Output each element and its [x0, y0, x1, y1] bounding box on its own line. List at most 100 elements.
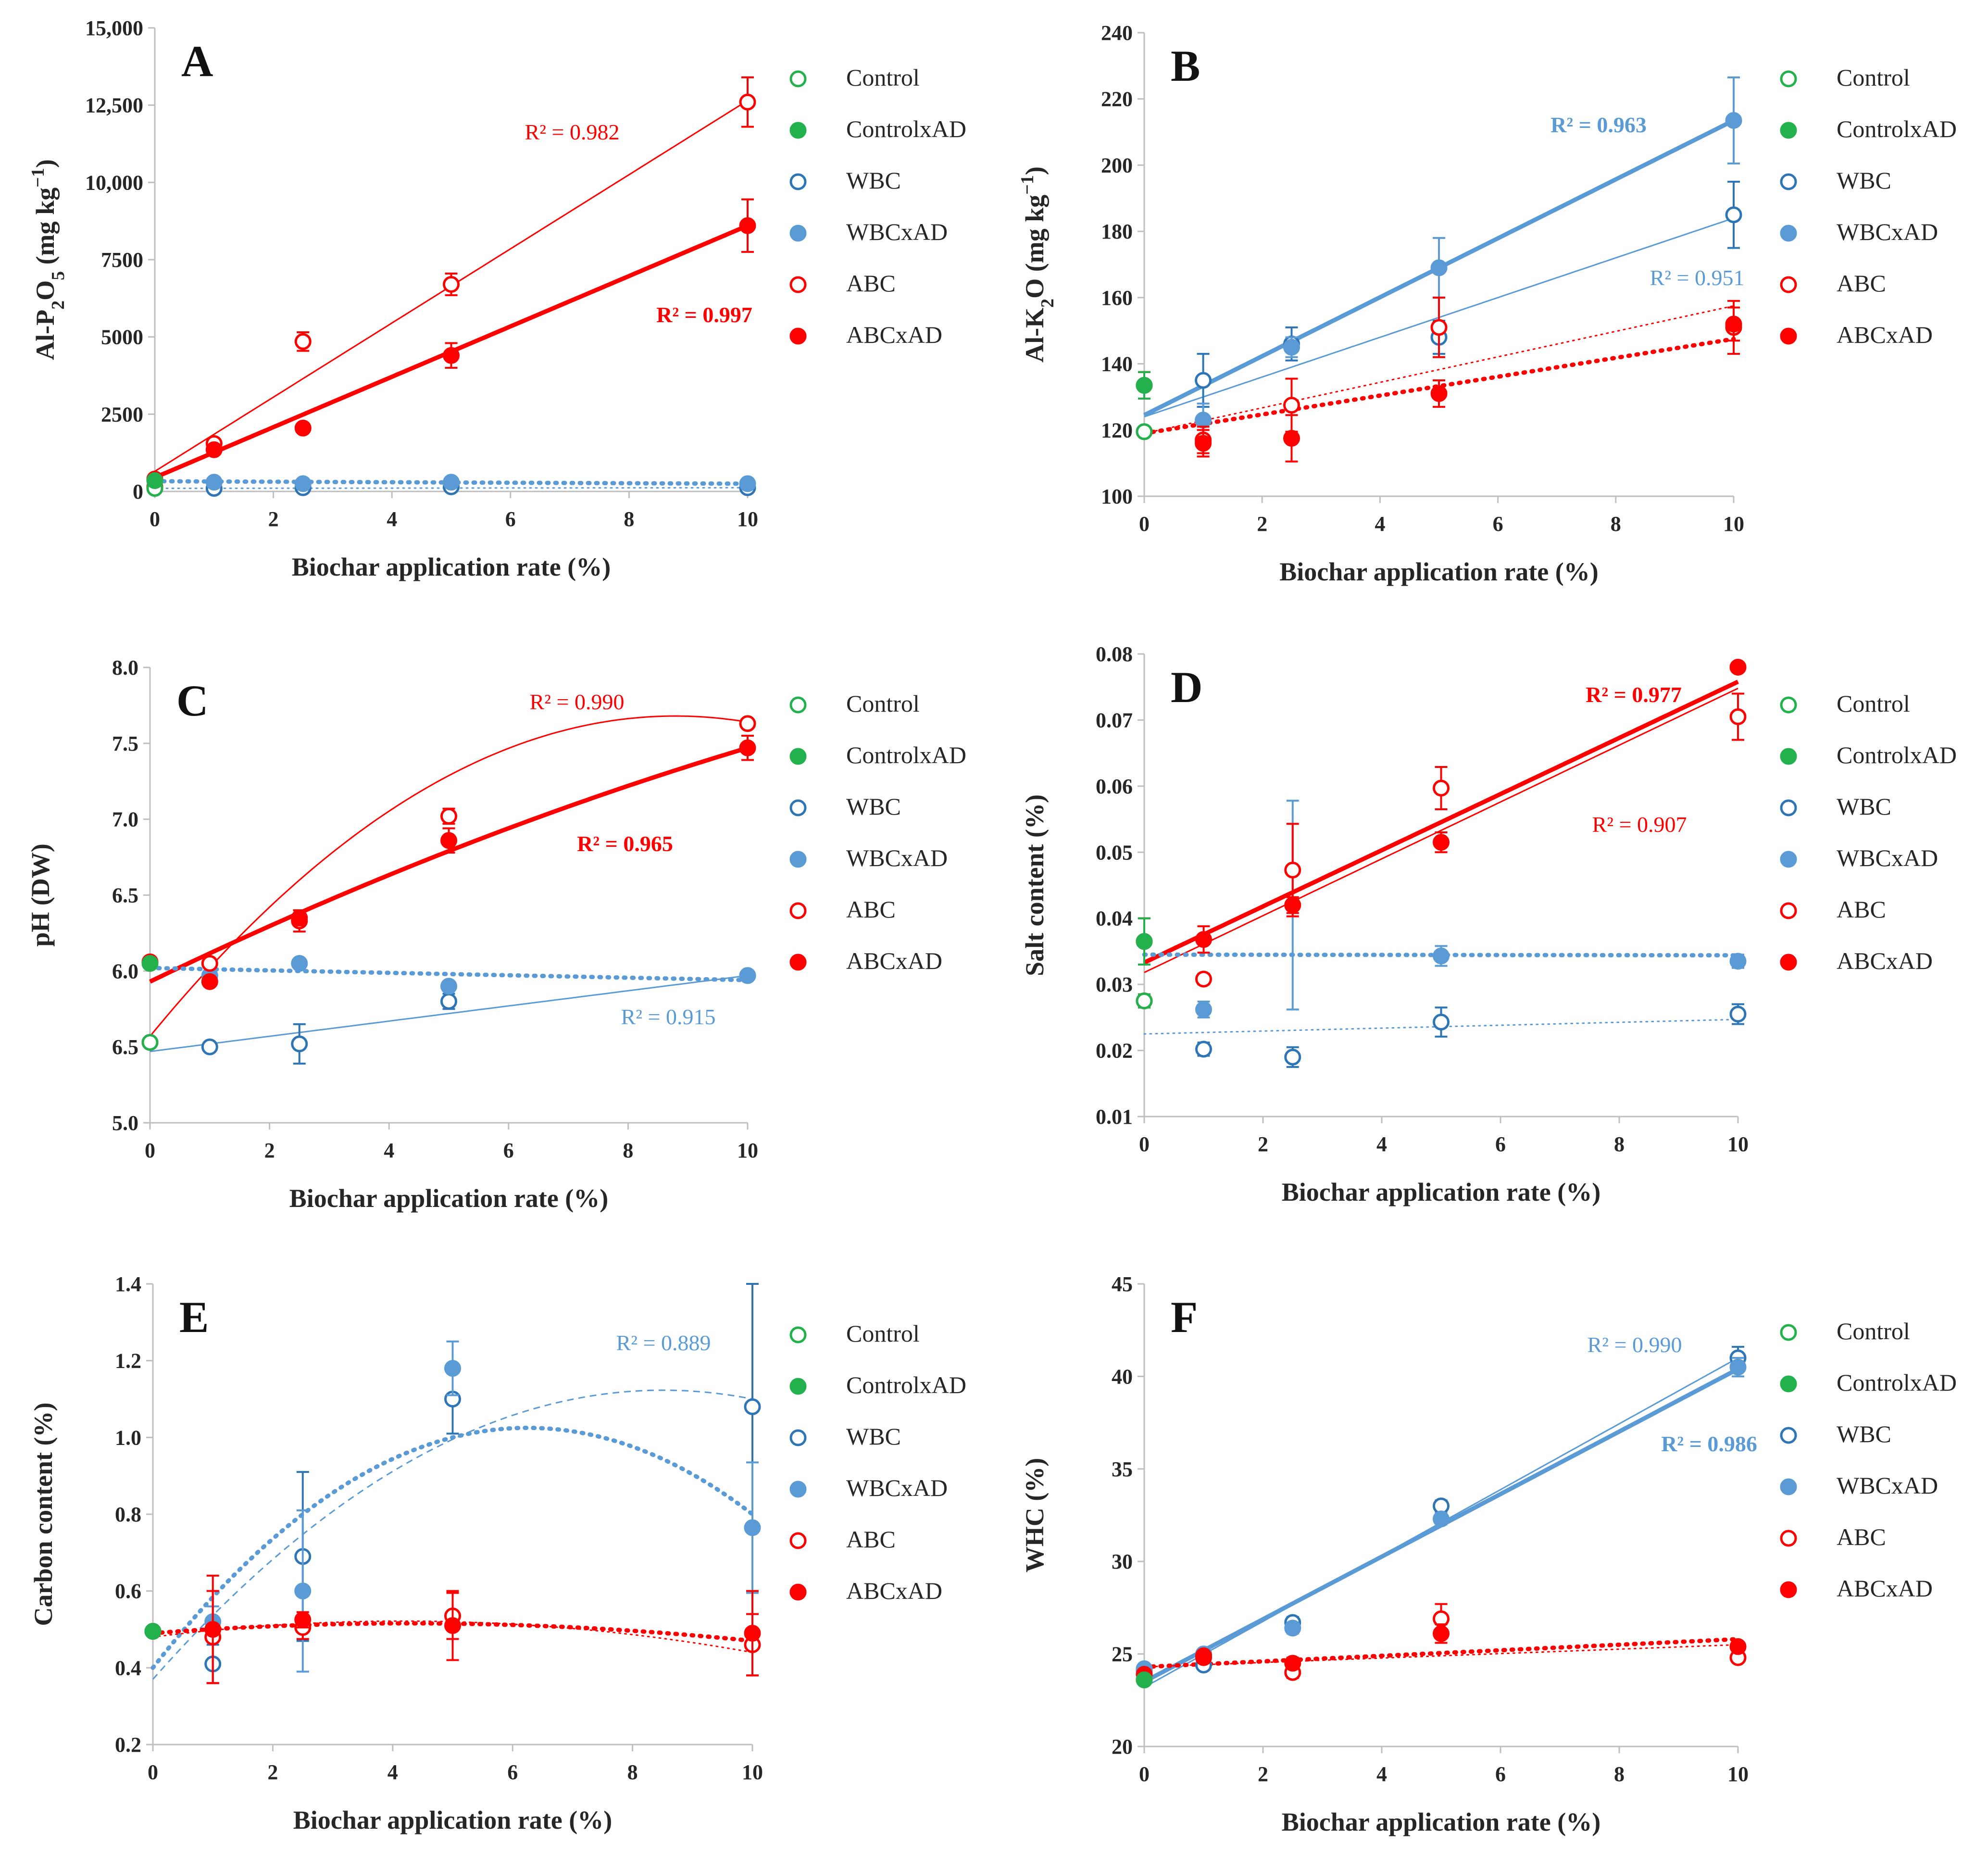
point-wbcxad — [1284, 1620, 1301, 1637]
x-tick-label: 6 — [1495, 1762, 1506, 1786]
legend-marker-abcxad — [789, 954, 807, 971]
y-tick-label: 20 — [1112, 1735, 1133, 1759]
legend-label-controlxad: ControlxAD — [846, 1371, 966, 1398]
y-axis-title-part: 2 — [48, 301, 68, 310]
point-wbc — [1433, 1013, 1450, 1030]
y-tick-label: 160 — [1101, 286, 1133, 310]
point-wbc — [744, 1398, 761, 1415]
x-axis-title: Biochar application rate (%) — [1282, 1808, 1600, 1836]
r2-label-wbc: R² = 0.889 — [616, 1331, 711, 1355]
legend-label-wbc: WBC — [846, 793, 901, 820]
x-tick-label: 0 — [1139, 512, 1150, 536]
point-wbcxad — [440, 978, 457, 995]
r2-label-abc: R² = 0.990 — [530, 690, 625, 714]
x-tick-label: 10 — [737, 507, 758, 531]
y-tick-label: 0.06 — [1096, 775, 1133, 798]
legend-marker-wbc — [1780, 799, 1797, 816]
y-axis-title-part: WHC (%) — [1020, 1458, 1049, 1572]
legend: Control ControlxAD WBC WBCxAD ABC ABCxAD — [789, 1320, 966, 1604]
point-abc — [739, 93, 756, 111]
x-axis-title: Biochar application rate (%) — [1282, 1178, 1600, 1206]
y-tick-label: 8.0 — [112, 656, 138, 679]
point-wbc — [1195, 1041, 1212, 1058]
point-wbc — [1195, 372, 1212, 389]
legend-marker-wbc — [789, 799, 807, 816]
legend-label-controlxad: ControlxAD — [846, 741, 966, 768]
y-tick-label: 2500 — [101, 402, 143, 426]
legend-label-wbcxad: WBCxAD — [846, 844, 948, 871]
legend-marker-abcxad — [789, 1583, 807, 1601]
legend-label-abcxad: ABCxAD — [1837, 321, 1933, 348]
point-wbcxad — [294, 475, 312, 492]
x-tick-label: 2 — [1258, 1132, 1268, 1156]
trendline-wbcxad — [148, 966, 750, 982]
y-tick-label: 10,000 — [85, 171, 143, 194]
r2-label-abc: R² = 0.907 — [1592, 812, 1687, 837]
legend-label-wbcxad: WBCxAD — [846, 1474, 948, 1501]
legend-label-wbcxad: WBCxAD — [846, 218, 948, 245]
legend-marker-controlxad — [789, 748, 807, 765]
point-abcxad — [440, 832, 457, 849]
point-abcxad — [1729, 1638, 1747, 1655]
point-abc — [1284, 861, 1301, 879]
y-tick-label: 240 — [1101, 21, 1133, 45]
trendline-wbc — [150, 975, 748, 1053]
point-abcxad — [1195, 1647, 1212, 1664]
y-tick-label: 0.6 — [115, 1580, 141, 1603]
x-tick-label: 10 — [1727, 1132, 1749, 1156]
y-tick-label: 100 — [1101, 485, 1133, 508]
point-abc — [1729, 708, 1747, 726]
y-axis-title-part: Carbon content (%) — [29, 1403, 58, 1626]
x-tick-label: 0 — [145, 1139, 155, 1162]
point-wbcxad — [294, 1583, 312, 1600]
legend-label-controlxad: ControlxAD — [1837, 1369, 1957, 1396]
trendline-abc — [149, 715, 748, 1037]
point-wbcxad — [1433, 1510, 1450, 1528]
r2-label-wbc: R² = 0.951 — [1650, 265, 1745, 290]
legend-label-control: Control — [1837, 690, 1910, 717]
x-tick-label: 4 — [1376, 1132, 1387, 1156]
panel-letter: E — [179, 1293, 209, 1342]
y-tick-label: 0 — [133, 480, 143, 503]
point-abcxad — [294, 1611, 312, 1629]
y-tick-label: 180 — [1101, 220, 1133, 243]
point-wbcxad — [444, 1360, 461, 1377]
trendline-wbcxad — [150, 1425, 755, 1670]
x-tick-label: 4 — [1375, 512, 1385, 536]
y-axis-title-part: 2 — [1038, 299, 1058, 308]
point-wbcxad — [1195, 412, 1212, 429]
point-abcxad — [201, 973, 218, 990]
y-tick-label: 0.07 — [1096, 708, 1133, 732]
legend-marker-abcxad — [1780, 327, 1797, 345]
y-axis-title-part: Al-K — [1020, 308, 1049, 363]
y-axis-title-part: Salt content (%) — [1020, 794, 1049, 976]
point-wbcxad — [1433, 947, 1450, 965]
legend-label-wbc: WBC — [846, 167, 901, 194]
legend-label-wbc: WBC — [846, 1423, 901, 1450]
legend-marker-controlxad — [789, 1378, 807, 1395]
y-axis-title-part: O — [31, 280, 60, 301]
y-tick-label: 0.03 — [1096, 973, 1133, 996]
legend-label-abc: ABC — [1837, 1523, 1886, 1550]
panel-letter: F — [1171, 1293, 1198, 1342]
x-tick-label: 2 — [1257, 512, 1267, 536]
legend-label-control: Control — [846, 690, 920, 717]
legend-marker-control — [1780, 696, 1797, 714]
point-abcxad — [739, 739, 756, 756]
y-axis-title: WHC (%) — [1020, 1458, 1049, 1572]
x-tick-label: 8 — [627, 1760, 638, 1784]
point-abcxad — [294, 419, 312, 437]
y-tick-label: 0.08 — [1096, 642, 1133, 666]
x-tick-label: 0 — [1139, 1762, 1150, 1786]
y-tick-label: 0.02 — [1096, 1039, 1133, 1063]
y-tick-label: 35 — [1112, 1457, 1133, 1481]
point-abcxad — [1729, 658, 1747, 676]
y-tick-label: 0.04 — [1096, 907, 1133, 930]
legend-label-control: Control — [1837, 1318, 1910, 1344]
point-controlxad — [1136, 933, 1153, 950]
point-wbc — [201, 1038, 218, 1055]
x-tick-label: 4 — [1376, 1762, 1387, 1786]
legend-label-controlxad: ControlxAD — [846, 115, 966, 142]
point-wbcxad — [443, 474, 460, 491]
